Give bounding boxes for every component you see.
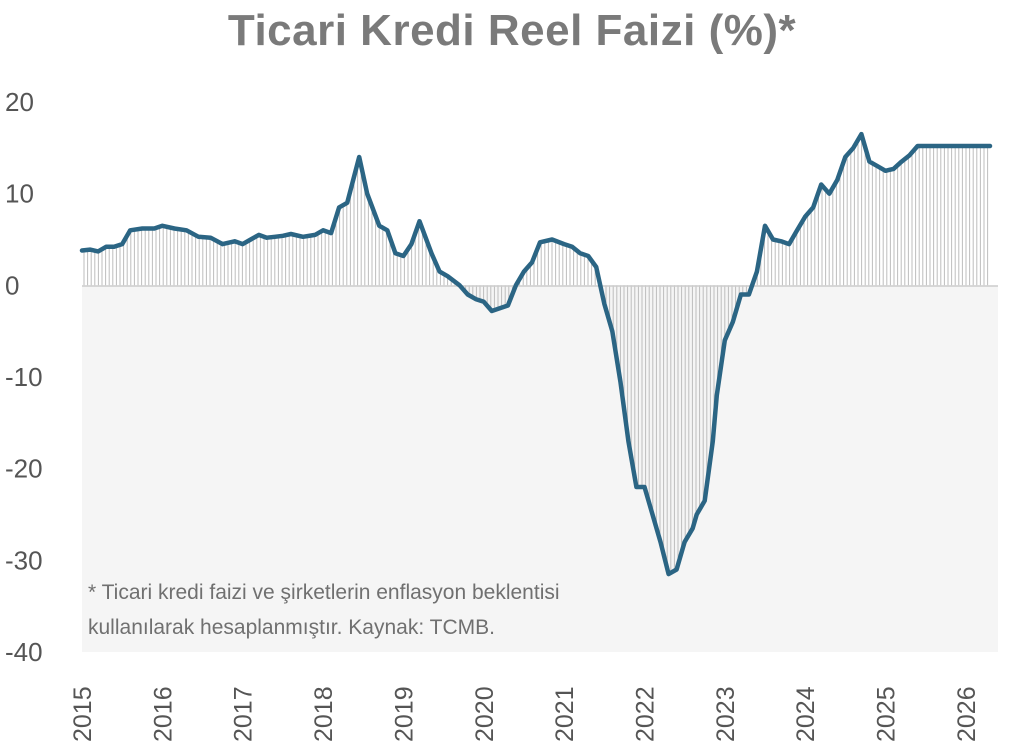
y-tick-label: -20 <box>5 454 43 484</box>
series-line <box>79 131 993 577</box>
y-axis-ticks: 20 10 0 -10 -20 -30 -40 <box>5 87 43 667</box>
x-tick-label: 2024 <box>792 686 820 742</box>
y-tick-label: 20 <box>5 87 34 117</box>
x-tick-label: 2021 <box>551 686 579 742</box>
y-tick-label: 10 <box>5 179 34 209</box>
chart-note-line-1: * Ticari kredi faizi ve şirketlerin enfl… <box>88 581 560 604</box>
x-tick-label: 2015 <box>69 686 97 742</box>
chart-title: Ticari Kredi Reel Faizi (%)* <box>227 6 797 55</box>
y-tick-label: -10 <box>5 362 43 392</box>
x-tick-label: 2020 <box>471 686 499 742</box>
x-tick-label: 2017 <box>230 686 258 742</box>
x-tick-label: 2019 <box>390 686 418 742</box>
area-fill-lines <box>83 134 989 573</box>
x-tick-label: 2026 <box>953 686 981 742</box>
x-tick-label: 2022 <box>632 686 660 742</box>
x-tick-label: 2018 <box>310 686 338 742</box>
negative-area-background <box>82 286 998 652</box>
x-tick-label: 2025 <box>873 686 901 742</box>
x-tick-label: 2023 <box>712 686 740 742</box>
x-axis-ticks: 2015 2016 2017 2018 2019 2020 2021 2022 2023 2024… <box>69 686 981 742</box>
y-tick-label: -30 <box>5 545 43 575</box>
x-tick-label: 2016 <box>149 686 177 742</box>
chart-note-line-2: kullanılarak hesaplanmıştır. Kaynak: TCM… <box>88 616 495 639</box>
y-tick-label: 0 <box>5 270 19 300</box>
y-tick-label: -40 <box>5 637 43 667</box>
